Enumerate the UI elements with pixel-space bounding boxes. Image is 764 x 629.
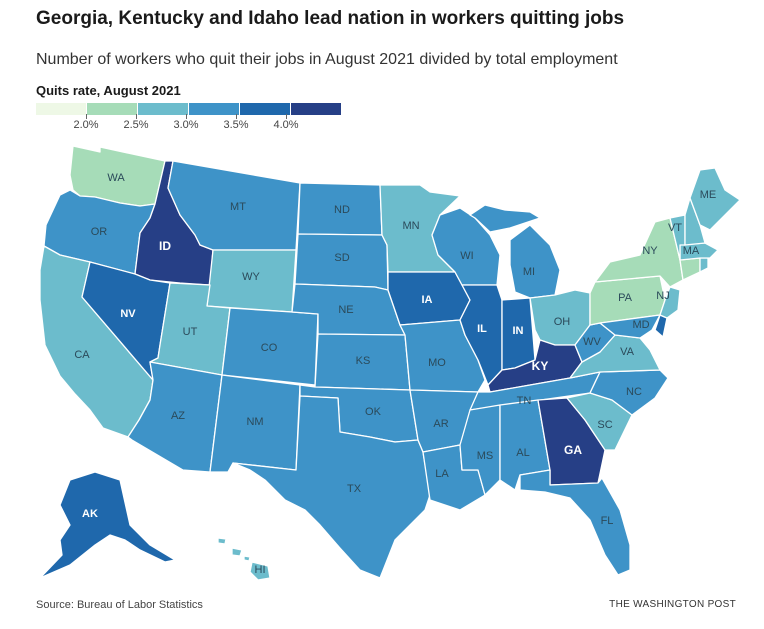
state-hi-island[interactable] [231,547,243,557]
state-label-ms: MS [477,450,494,462]
state-tx[interactable] [232,395,431,579]
state-vt[interactable] [669,214,686,261]
state-label-az: AZ [171,410,185,422]
legend-color-scale [36,103,342,115]
state-label-mt: MT [230,201,246,213]
state-fl[interactable] [519,469,631,576]
legend-tick-label: 3.5% [223,119,249,131]
state-label-hi: HI [255,564,266,576]
state-label-ca: CA [74,349,90,361]
legend-swatch [291,103,342,115]
state-wi[interactable] [431,207,501,286]
legend-tick-label: 4.0% [273,119,299,131]
state-label-fl: FL [601,515,614,527]
legend-tick-mark [236,114,237,119]
state-label-wa: WA [107,172,125,184]
state-label-oh: OH [554,316,571,328]
chart-title: Georgia, Kentucky and Idaho lead nation … [36,8,625,29]
state-mi[interactable] [509,224,561,299]
state-label-ny: NY [642,245,658,257]
legend-tick-mark [286,114,287,119]
state-nj[interactable] [659,286,681,319]
legend-swatch [87,103,138,115]
state-label-nm: NM [246,416,263,428]
state-label-ky: KY [532,359,549,373]
state-hi[interactable] [249,561,271,581]
state-label-nj: NJ [656,290,669,302]
state-label-ut: UT [183,326,198,338]
state-hi-island[interactable] [217,537,227,545]
state-label-nv: NV [120,308,136,320]
state-label-pa: PA [618,292,633,304]
state-label-la: LA [435,468,449,480]
state-md[interactable] [599,314,661,339]
legend-swatch [36,103,87,115]
legend-tick-label: 2.5% [123,119,149,131]
state-label-in: IN [513,325,524,337]
state-hi-island[interactable] [243,555,251,562]
state-label-mn: MN [402,220,419,232]
state-ak[interactable] [39,471,176,579]
source-note: Source: Bureau of Labor Statistics [36,599,203,611]
legend-tick-mark [136,114,137,119]
state-label-sd: SD [334,252,349,264]
legend-swatch [240,103,291,115]
state-nh[interactable] [684,197,706,246]
legend-tick-label: 3.0% [173,119,199,131]
state-label-md: MD [632,319,649,331]
state-label-id: ID [159,239,171,253]
publisher-credit: THE WASHINGTON POST [609,599,736,610]
state-label-ne: NE [338,304,353,316]
state-label-tx: TX [347,483,362,495]
state-mi-upper[interactable] [469,204,541,233]
legend-title: Quits rate, August 2021 [36,83,181,98]
state-il[interactable] [459,284,503,386]
state-label-mi: MI [523,266,535,278]
state-label-nd: ND [334,204,350,216]
legend-tick-mark [86,114,87,119]
state-label-vt: VT [668,222,682,234]
state-label-ks: KS [356,355,371,367]
chart-subtitle: Number of workers who quit their jobs in… [36,51,618,68]
state-label-wi: WI [460,250,473,262]
state-me[interactable] [689,167,741,231]
legend-tick-mark [186,114,187,119]
legend-swatch [138,103,189,115]
state-label-tn: TN [517,395,532,407]
state-labels: WA OR CA ID NV MT WY UT AZ CO NM ND SD N… [74,172,716,576]
state-label-ok: OK [365,406,382,418]
state-label-ar: AR [433,418,448,430]
state-label-co: CO [261,342,278,354]
state-label-il: IL [477,323,487,335]
state-label-mo: MO [428,357,446,369]
state-label-va: VA [620,346,635,358]
state-label-me: ME [700,189,717,201]
state-label-ga: GA [564,443,582,457]
state-label-ma: MA [683,245,700,257]
legend-tick-label: 2.0% [73,119,99,131]
state-ct[interactable] [679,257,701,281]
state-label-or: OR [91,226,108,238]
state-label-ak: AK [82,508,98,520]
state-label-nc: NC [626,386,642,398]
state-label-sc: SC [597,419,612,431]
state-label-wy: WY [242,271,260,283]
state-ri[interactable] [699,257,709,273]
state-label-wv: WV [583,336,601,348]
state-label-ia: IA [422,294,433,306]
state-label-al: AL [516,447,529,459]
legend-swatch [189,103,240,115]
